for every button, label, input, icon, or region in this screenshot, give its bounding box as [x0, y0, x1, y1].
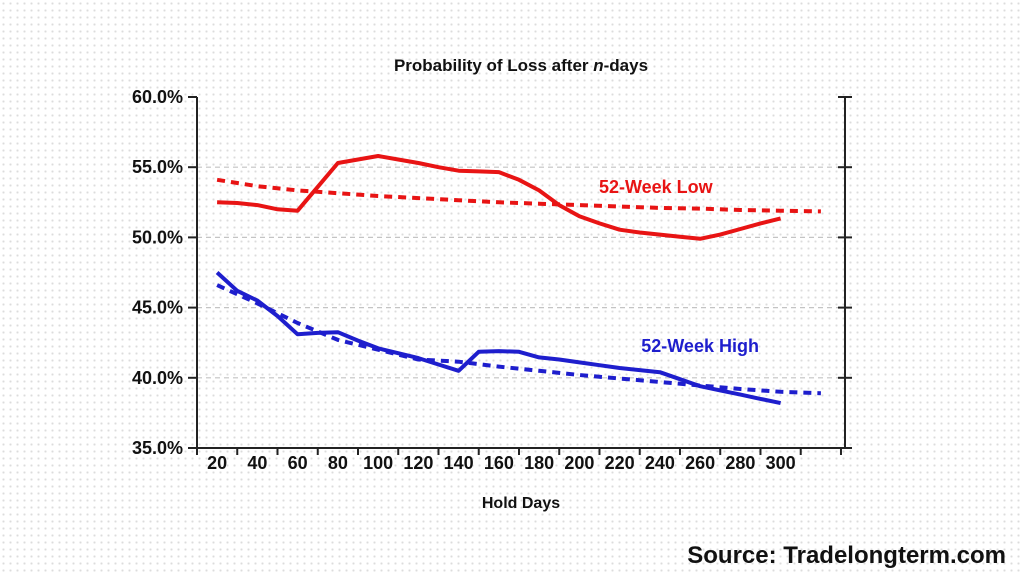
x-tick-label: 140	[444, 453, 474, 473]
x-axis-title: Hold Days	[481, 495, 561, 512]
x-tick-label: 160	[484, 453, 514, 473]
x-tick-label: 100	[363, 453, 393, 473]
x-tick-label: 120	[403, 453, 433, 473]
series-52-week-low-line	[217, 154, 782, 241]
y-tick-label: 45.0%	[132, 298, 183, 318]
y-tick-label: 40.0%	[132, 368, 183, 388]
x-tick-label: 300	[766, 453, 796, 473]
series-label-52-week-low: 52-Week Low	[599, 177, 714, 197]
y-tick-label: 55.0%	[132, 157, 183, 177]
series-label-52-week-high: 52-Week High	[641, 336, 759, 356]
x-tick-label: 280	[725, 453, 755, 473]
x-tick-label: 60	[288, 453, 308, 473]
x-tick-label: 20	[207, 453, 227, 473]
x-tick-label: 40	[247, 453, 267, 473]
x-tick-label: 180	[524, 453, 554, 473]
series-52-week-high-line	[215, 271, 782, 406]
x-tick-label: 80	[328, 453, 348, 473]
x-tick-label: 240	[645, 453, 675, 473]
x-tick-label: 260	[685, 453, 715, 473]
x-tick-label: 220	[605, 453, 635, 473]
chart-title-n: n	[593, 56, 604, 75]
chart-title-suffix: -days	[603, 56, 649, 75]
series-52-week-high-trendline-line	[216, 283, 821, 396]
y-tick-label: 50.0%	[132, 227, 183, 247]
y-tick-label: 35.0%	[132, 438, 183, 458]
y-tick-label: 60.0%	[132, 87, 183, 107]
series-52-week-low-trendline-line	[216, 177, 821, 214]
chart-title: Probability of Loss after n-days	[197, 56, 845, 76]
x-tick-label: 200	[564, 453, 594, 473]
chart-title-prefix: Probability of Loss after	[393, 56, 594, 75]
source-attribution: Source: Tradelongterm.com	[687, 542, 1006, 569]
